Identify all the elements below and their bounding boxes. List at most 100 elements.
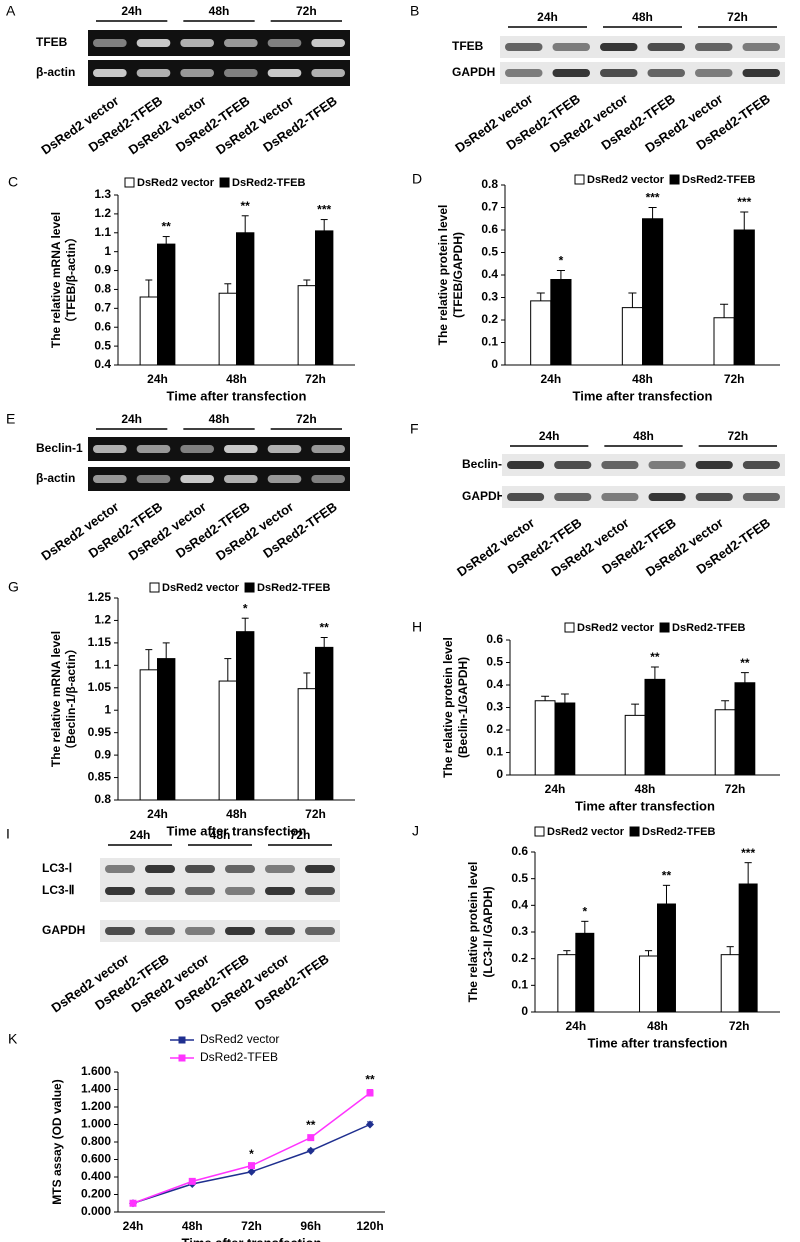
y-tick-label: 0.4	[511, 898, 528, 912]
y-tick-label: 0.7	[481, 200, 498, 214]
y-tick-label: 0	[521, 1004, 528, 1018]
band	[648, 493, 686, 501]
significance: **	[162, 220, 172, 234]
row-label: GAPDH	[42, 923, 85, 937]
bar	[236, 232, 255, 366]
panel-letter: F	[410, 421, 419, 437]
y-tick-label: 1.3	[94, 187, 111, 201]
significance: **	[241, 199, 251, 213]
panel-letter: B	[410, 3, 419, 19]
band	[552, 43, 590, 51]
y-tick-label: 1.1	[94, 658, 111, 672]
y-tick-label: 1.1	[94, 225, 111, 239]
band	[695, 69, 733, 77]
legend-swatch	[124, 177, 135, 188]
blot-strip	[88, 467, 350, 491]
band	[507, 493, 545, 501]
band	[136, 39, 171, 47]
bar	[218, 680, 237, 801]
x-tick-label: 120h	[356, 1219, 383, 1233]
y-tick-label: 1.000	[81, 1117, 111, 1131]
y-tick-label: 0.200	[81, 1187, 111, 1201]
legend-swatch	[659, 622, 670, 633]
significance: *	[249, 1147, 254, 1161]
band	[305, 887, 335, 895]
time-label: 24h	[121, 412, 142, 426]
band	[185, 887, 215, 895]
time-label: 24h	[539, 429, 560, 443]
band	[601, 461, 639, 469]
band	[554, 493, 592, 501]
time-label: 72h	[296, 412, 317, 426]
y-tick-label: 0.3	[481, 290, 498, 304]
legend-label: DsRed2-TFEB	[257, 582, 330, 594]
y-tick-label: 1.05	[88, 680, 112, 694]
blot-strip	[100, 858, 340, 880]
significance: **	[365, 1073, 375, 1087]
band	[552, 69, 590, 77]
blot-strip	[500, 36, 785, 58]
band	[93, 39, 127, 47]
x-tick-label: 48h	[635, 782, 656, 796]
blot-strip	[502, 454, 785, 476]
time-label: 24h	[121, 4, 142, 18]
legend-label: DsRed2 vector	[547, 826, 625, 838]
y-axis-label: The relative mRNA level	[49, 212, 63, 348]
legend-marker	[178, 1054, 186, 1062]
bar	[554, 702, 576, 776]
y-tick-label: 0.85	[88, 770, 112, 784]
significance: **	[306, 1118, 316, 1132]
bar	[297, 688, 316, 801]
row-label: β-actin	[36, 471, 75, 485]
y-tick-label: 0.2	[481, 312, 498, 326]
y-tick-label: 0.9	[94, 263, 111, 277]
band	[224, 475, 258, 483]
y-tick-label: 1.25	[88, 590, 112, 604]
legend-swatch	[629, 826, 640, 837]
y-tick-label: 0.6	[511, 844, 528, 858]
significance: **	[662, 869, 672, 883]
band	[224, 69, 258, 77]
y-tick-label: 0.7	[94, 301, 111, 315]
y-tick-label: 1.2	[94, 613, 111, 627]
y-tick-label: 0.1	[511, 978, 528, 992]
x-axis-label: Time after transfection	[588, 1035, 728, 1050]
significance: ***	[646, 191, 660, 205]
bar	[575, 932, 595, 1013]
x-tick-label: 48h	[647, 1019, 668, 1033]
time-label: 24h	[537, 10, 558, 24]
band	[267, 69, 302, 77]
band	[145, 887, 175, 895]
band	[647, 69, 685, 77]
blot-strip	[88, 60, 350, 86]
y-tick-label: 0.5	[486, 655, 503, 669]
y-tick-label: 0.95	[88, 725, 112, 739]
panel-letter: K	[8, 1031, 18, 1047]
bar	[218, 292, 237, 366]
y-axis-label: The relative protein level	[466, 862, 480, 1003]
legend-swatch	[244, 582, 255, 593]
band	[180, 475, 214, 483]
marker	[306, 1146, 315, 1155]
row-label: β-actin	[36, 65, 75, 79]
band	[507, 461, 545, 469]
bar	[530, 300, 552, 366]
bar	[639, 955, 658, 1013]
legend-swatch	[669, 174, 680, 185]
bar	[642, 218, 664, 366]
y-tick-label: 0.6	[481, 222, 498, 236]
x-tick-label: 72h	[241, 1219, 262, 1233]
bar	[315, 230, 334, 366]
bar	[733, 229, 755, 366]
time-label: 72h	[727, 10, 748, 24]
y-tick-label: 0.600	[81, 1152, 111, 1166]
band	[185, 927, 215, 935]
significance: ***	[741, 846, 755, 860]
time-label: 48h	[209, 412, 230, 426]
legend-label: DsRed2 vector	[200, 1032, 279, 1046]
time-label: 48h	[210, 828, 231, 842]
panel-letter: A	[6, 3, 16, 19]
y-tick-label: 0.8	[94, 792, 111, 806]
panel-letter: I	[6, 826, 10, 842]
bar	[713, 317, 735, 366]
